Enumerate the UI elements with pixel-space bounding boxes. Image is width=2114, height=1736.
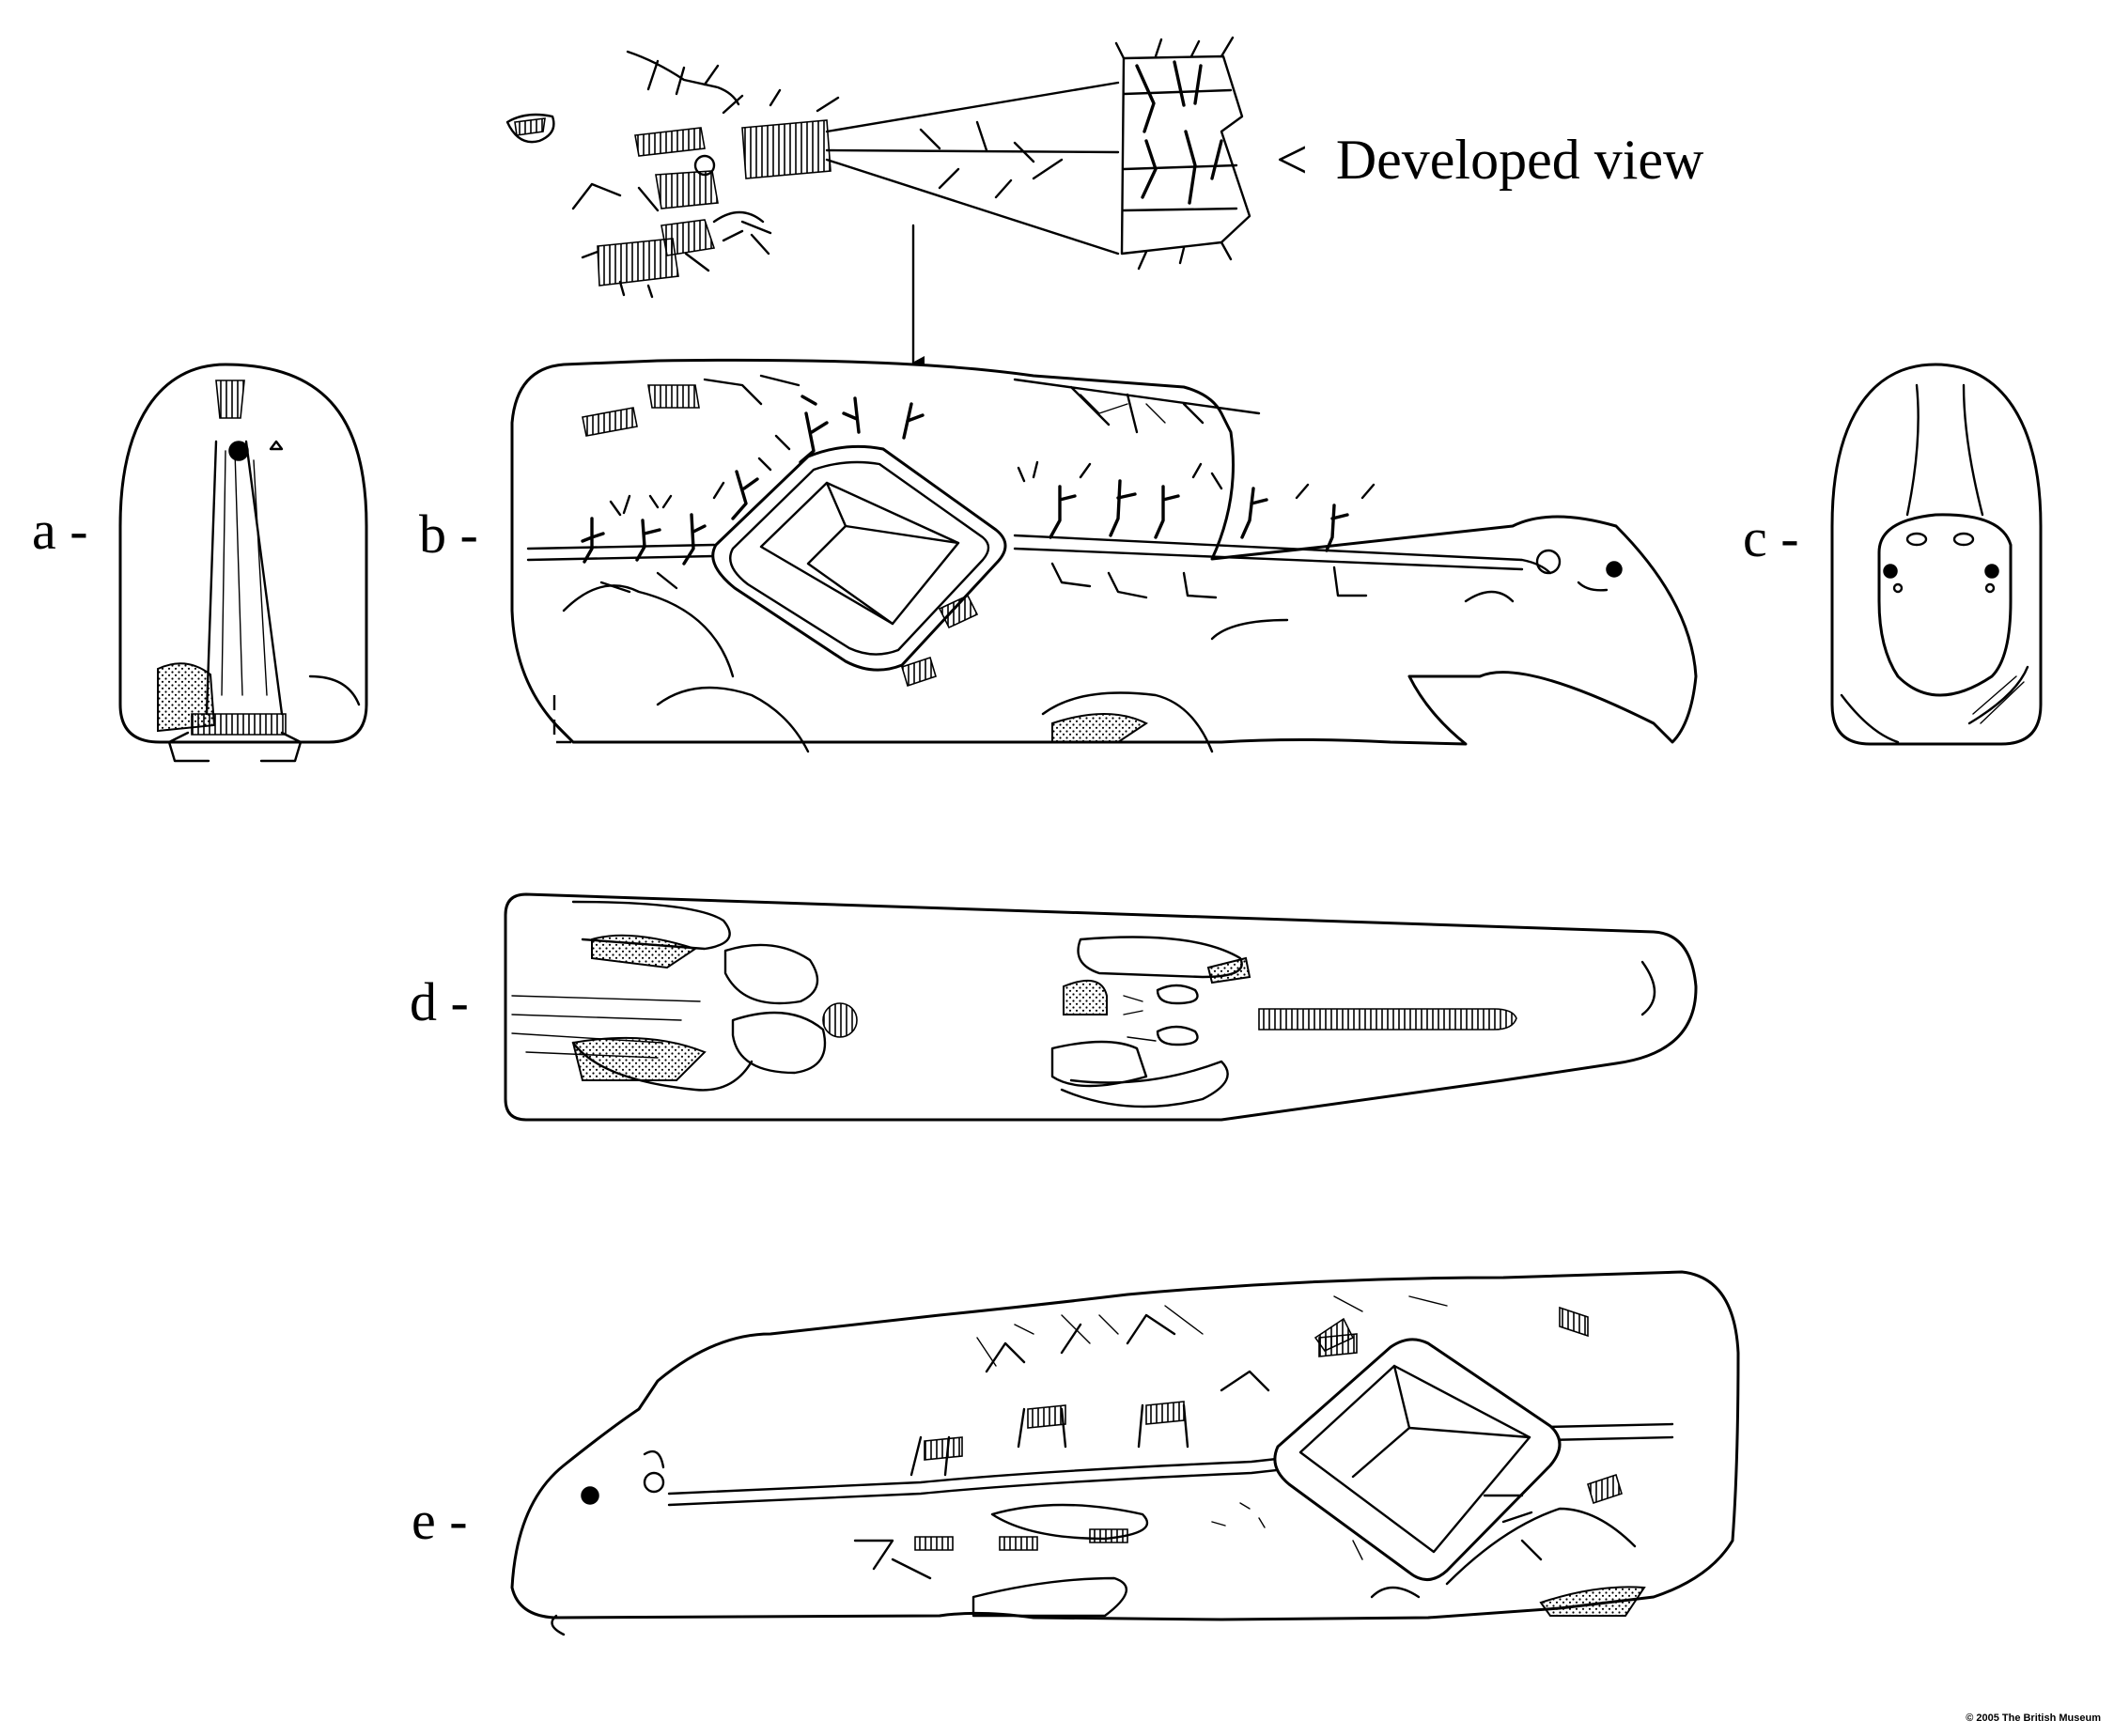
view-label-b: b - bbox=[419, 504, 478, 565]
developed-view-engraving bbox=[505, 36, 1251, 299]
view-label-c: c - bbox=[1743, 507, 1799, 568]
view-label-d: d - bbox=[410, 971, 469, 1032]
view-c-drawing bbox=[1830, 363, 2043, 746]
view-e-drawing bbox=[510, 1270, 1740, 1636]
view-d-drawing bbox=[504, 892, 1698, 1122]
view-label-a: a - bbox=[32, 500, 88, 561]
developed-view-caption: < Developed view bbox=[1276, 129, 1704, 191]
view-a-drawing bbox=[118, 363, 368, 763]
view-label-e: e - bbox=[412, 1490, 468, 1551]
view-b-drawing bbox=[510, 358, 1698, 753]
copyright-notice: © 2005 The British Museum bbox=[1966, 1713, 2101, 1724]
